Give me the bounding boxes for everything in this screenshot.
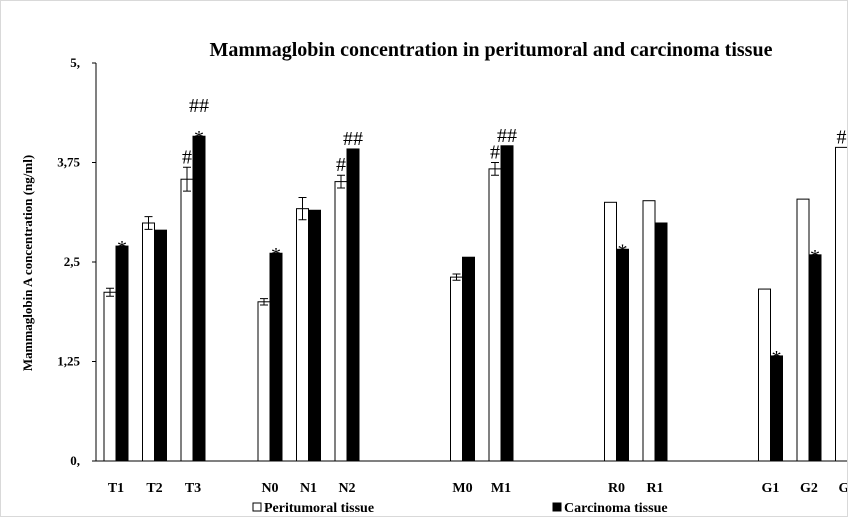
annotation: * [810, 246, 820, 268]
y-tick-label: 1,25 [57, 354, 80, 369]
x-tick-label: M1 [491, 481, 511, 496]
error-bar [144, 216, 153, 230]
annotation: ## [497, 125, 517, 147]
x-tick-label: T1 [108, 481, 124, 496]
annotation: * [772, 347, 782, 369]
annotation: # [490, 142, 500, 164]
bar [616, 248, 629, 462]
bar [103, 291, 117, 462]
error-bar [298, 197, 307, 221]
bar [488, 168, 502, 462]
error-bar [106, 287, 114, 297]
annotation: * [271, 244, 281, 266]
annotation: # [182, 146, 192, 168]
y-tick-label: 3,75 [57, 155, 80, 170]
error-bar [452, 273, 461, 281]
bar [642, 200, 656, 462]
annotation: * [194, 127, 204, 149]
x-tick-label: G1 [762, 481, 780, 496]
bar [758, 288, 771, 462]
x-tick-label: T3 [185, 481, 201, 496]
x-tick-label: N0 [261, 481, 278, 496]
y-tick-label: 5, [70, 55, 80, 70]
bar [180, 178, 194, 462]
bar [462, 256, 475, 462]
x-tick-label: R0 [608, 481, 625, 496]
error-bar [183, 166, 191, 192]
bar [796, 198, 810, 462]
bar [770, 355, 783, 462]
bar [346, 148, 360, 462]
legend-swatch [252, 502, 262, 512]
error-bar [491, 162, 499, 176]
annotation: # [336, 154, 346, 176]
x-tick-label: G2 [800, 481, 818, 496]
y-tick-label: 0, [70, 453, 80, 468]
bar [450, 276, 463, 462]
legend-swatch [552, 502, 562, 512]
annotation: # [837, 126, 847, 148]
x-tick-label: N2 [338, 481, 355, 496]
bar [142, 222, 155, 462]
x-tick-label: M0 [452, 481, 472, 496]
error-bar [337, 174, 345, 189]
x-tick-label: N1 [300, 481, 317, 496]
bar [500, 145, 514, 462]
bar [257, 301, 271, 462]
bar [296, 208, 309, 462]
error-bar [260, 298, 268, 306]
bar [115, 245, 129, 462]
bar [604, 201, 617, 462]
bar [654, 222, 668, 462]
bar [334, 181, 348, 462]
x-tick-label: R1 [646, 481, 663, 496]
legend-label: Peritumoral tissue [264, 501, 374, 516]
annotation: * [117, 237, 127, 259]
bar [808, 254, 822, 462]
bar [192, 135, 206, 462]
x-tick-label: G3 [839, 481, 847, 496]
y-tick-label: 2,5 [64, 254, 81, 269]
x-tick-label: T2 [146, 481, 162, 496]
bar [835, 146, 847, 462]
annotation: ## [189, 95, 209, 117]
legend-label: Carcinoma tissue [564, 501, 668, 516]
bar [154, 229, 167, 462]
annotation: * [618, 240, 628, 262]
y-axis-label: Mammaglobin A concentration (ng/ml) [20, 155, 35, 371]
bar [269, 252, 283, 462]
chart-title: Mammaglobin concentration in peritumoral… [209, 39, 773, 61]
annotation: ## [343, 128, 363, 150]
bar [308, 209, 321, 462]
